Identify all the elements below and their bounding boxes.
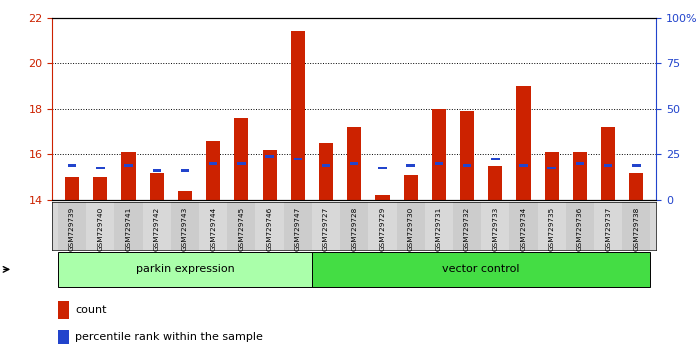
Bar xyxy=(237,162,246,165)
Bar xyxy=(481,202,510,250)
Text: GSM729727: GSM729727 xyxy=(323,207,329,251)
Text: GSM729739: GSM729739 xyxy=(69,207,75,251)
Bar xyxy=(291,32,305,200)
Text: GSM729738: GSM729738 xyxy=(633,207,639,251)
Text: GSM729735: GSM729735 xyxy=(549,207,555,251)
Text: GSM729747: GSM729747 xyxy=(295,207,301,251)
Bar xyxy=(255,202,283,250)
Bar xyxy=(58,202,87,250)
Bar xyxy=(149,173,164,200)
Text: GSM729734: GSM729734 xyxy=(521,207,526,251)
Bar xyxy=(206,141,221,200)
Bar xyxy=(378,167,387,170)
Text: GSM729732: GSM729732 xyxy=(464,207,470,251)
Bar xyxy=(604,165,612,167)
Bar xyxy=(510,202,537,250)
Text: GSM729731: GSM729731 xyxy=(436,207,442,251)
Text: GSM729733: GSM729733 xyxy=(492,207,498,251)
Bar xyxy=(181,169,189,172)
Bar xyxy=(576,162,584,165)
Bar xyxy=(294,158,302,160)
Text: GSM729736: GSM729736 xyxy=(577,207,583,251)
Bar xyxy=(209,162,217,165)
Bar xyxy=(94,177,107,200)
Bar xyxy=(68,165,76,167)
Bar xyxy=(460,111,474,200)
Text: GSM729740: GSM729740 xyxy=(97,207,103,251)
Bar xyxy=(59,330,69,344)
Bar xyxy=(519,165,528,167)
Bar xyxy=(319,143,333,200)
Text: parkin expression: parkin expression xyxy=(135,264,235,274)
Bar xyxy=(142,202,171,250)
Bar xyxy=(517,86,530,200)
Bar xyxy=(152,169,161,172)
Text: GSM729742: GSM729742 xyxy=(154,207,160,251)
Bar xyxy=(228,202,255,250)
Bar xyxy=(178,191,192,200)
Bar xyxy=(594,202,622,250)
Bar xyxy=(537,202,566,250)
Bar xyxy=(453,202,481,250)
Text: vector control: vector control xyxy=(443,264,520,274)
Bar xyxy=(235,118,248,200)
Bar xyxy=(114,202,142,250)
Bar xyxy=(432,109,446,200)
Bar xyxy=(347,127,362,200)
Bar xyxy=(369,202,396,250)
Text: GSM729743: GSM729743 xyxy=(182,207,188,251)
Bar xyxy=(425,202,453,250)
Bar xyxy=(566,202,594,250)
Bar xyxy=(350,162,359,165)
Text: GSM729729: GSM729729 xyxy=(380,207,385,251)
Bar xyxy=(58,252,312,287)
Bar xyxy=(544,152,559,200)
Bar xyxy=(121,152,135,200)
Bar xyxy=(435,162,443,165)
Bar xyxy=(463,165,471,167)
Bar xyxy=(622,202,651,250)
Bar xyxy=(632,165,641,167)
Bar xyxy=(406,165,415,167)
Bar xyxy=(601,127,615,200)
Bar xyxy=(491,158,500,160)
Bar xyxy=(630,173,644,200)
Bar xyxy=(265,155,274,158)
Text: GSM729741: GSM729741 xyxy=(126,207,131,251)
Text: GSM729746: GSM729746 xyxy=(267,207,273,251)
Bar xyxy=(96,167,105,170)
Bar xyxy=(547,167,556,170)
Text: count: count xyxy=(75,305,107,315)
Bar xyxy=(171,202,199,250)
Text: percentile rank within the sample: percentile rank within the sample xyxy=(75,332,263,342)
Bar xyxy=(488,166,503,200)
Bar xyxy=(124,165,133,167)
Bar xyxy=(312,252,651,287)
Text: GSM729728: GSM729728 xyxy=(351,207,357,251)
Bar xyxy=(322,165,330,167)
Bar xyxy=(199,202,228,250)
Bar xyxy=(87,202,114,250)
Bar xyxy=(403,175,417,200)
Text: GSM729730: GSM729730 xyxy=(408,207,414,251)
Bar xyxy=(376,195,389,200)
Text: GSM729737: GSM729737 xyxy=(605,207,611,251)
Bar xyxy=(312,202,340,250)
Text: GSM729744: GSM729744 xyxy=(210,207,216,251)
Text: GSM729745: GSM729745 xyxy=(239,207,244,251)
Bar xyxy=(59,301,69,319)
Bar xyxy=(340,202,369,250)
Bar xyxy=(573,152,587,200)
Bar xyxy=(65,177,79,200)
Bar xyxy=(262,150,276,200)
Bar xyxy=(283,202,312,250)
Bar xyxy=(396,202,425,250)
Text: protocol: protocol xyxy=(0,264,1,274)
